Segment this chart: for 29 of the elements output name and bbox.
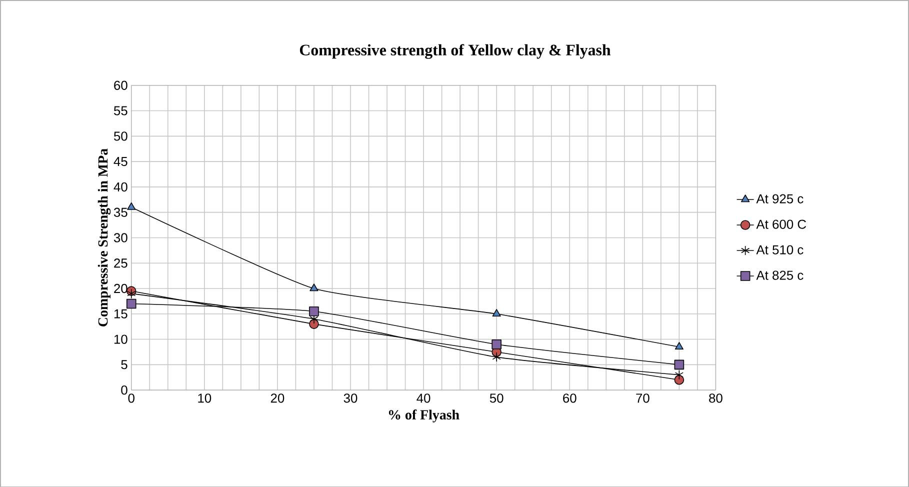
x-tick-label: 40 xyxy=(416,393,430,403)
x-tick-label: 60 xyxy=(563,393,576,403)
y-tick-label: 35 xyxy=(114,208,128,217)
y-tick-label: 10 xyxy=(114,334,128,344)
x-tick-label: 20 xyxy=(270,393,284,403)
y-tick-label: 15 xyxy=(114,309,128,318)
y-tick-label: 20 xyxy=(114,284,128,293)
y-tick-label: 0 xyxy=(121,385,128,394)
chart-title: Compressive strength of Yellow clay & Flyash xyxy=(300,44,611,59)
legend-label: At 510 c xyxy=(756,244,804,254)
x-tick-label: 0 xyxy=(128,393,134,403)
x-axis-title: % of Flyash xyxy=(388,409,460,422)
y-tick-label: 25 xyxy=(114,258,128,268)
y-tick-label: 5 xyxy=(121,360,128,369)
legend-label: At 925 c xyxy=(756,194,804,204)
legend-label: At 600 C xyxy=(756,219,806,229)
y-tick-label: 55 xyxy=(114,106,128,116)
x-tick-label: 50 xyxy=(490,393,504,403)
x-tick-label: 10 xyxy=(198,393,212,403)
y-tick-label: 60 xyxy=(114,80,128,90)
x-tick-label: 30 xyxy=(344,393,358,403)
y-tick-label: 45 xyxy=(114,156,128,166)
y-tick-label: 30 xyxy=(114,232,128,242)
y-tick-label: 50 xyxy=(114,131,128,141)
x-tick-label: 80 xyxy=(709,393,722,403)
legend-label: At 825 c xyxy=(756,270,804,280)
y-axis-title: Compressive Strength in MPa xyxy=(98,148,111,326)
y-tick-label: 40 xyxy=(114,182,128,192)
x-tick-label: 70 xyxy=(636,393,650,403)
